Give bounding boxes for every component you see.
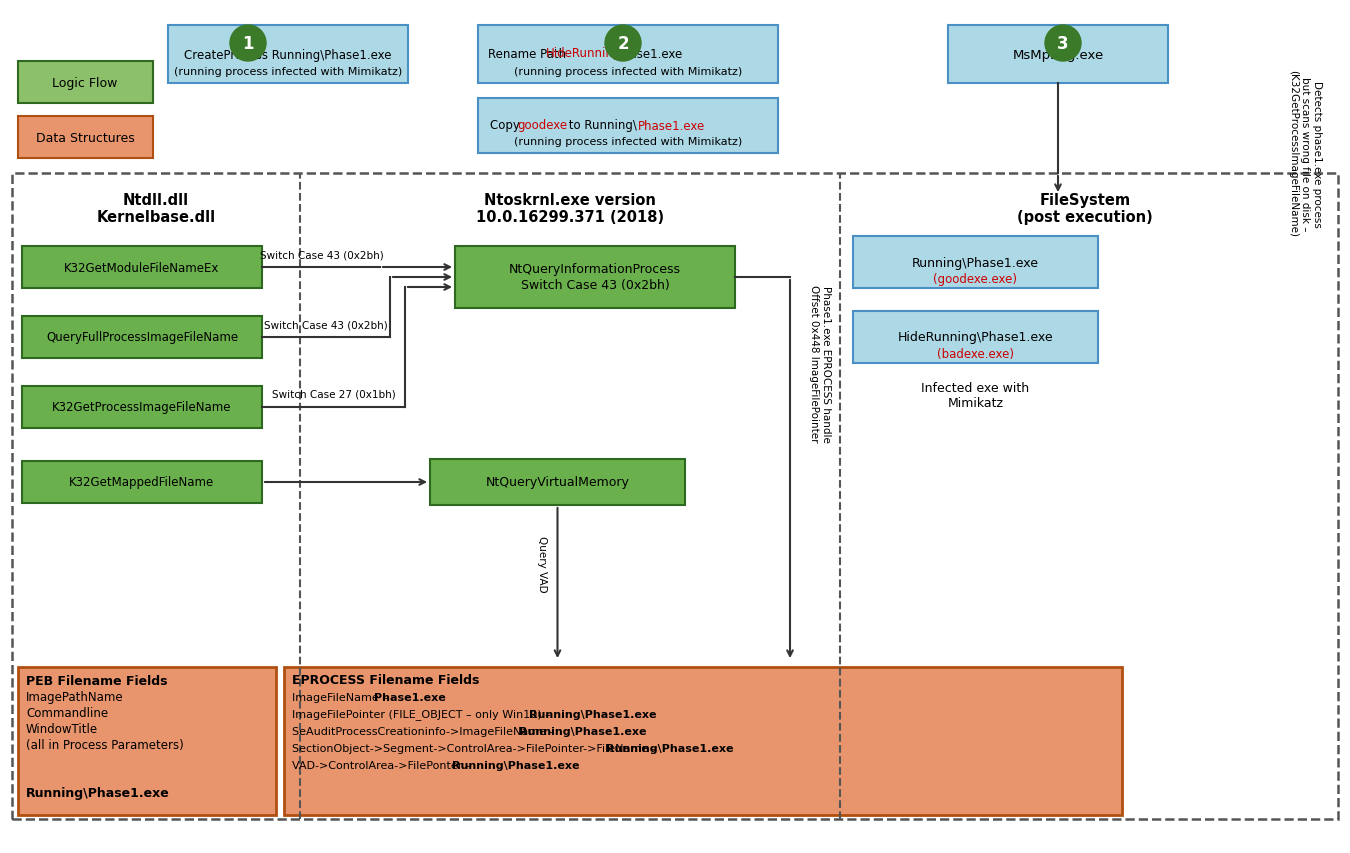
Text: 1: 1 [242,35,254,53]
Text: Query VAD: Query VAD [537,535,547,592]
Text: (running process infected with Mimikatz): (running process infected with Mimikatz) [514,67,743,77]
Text: Ntdll.dll
Kernelbase.dll: Ntdll.dll Kernelbase.dll [96,193,216,225]
Text: Data Structures: Data Structures [35,131,135,144]
Text: goodexe: goodexe [517,119,567,132]
Text: NtQueryVirtualMemory: NtQueryVirtualMemory [486,476,629,489]
Text: Copy: Copy [490,119,524,132]
Text: K32GetProcessImageFileName: K32GetProcessImageFileName [53,401,232,414]
Text: (running process infected with Mimikatz): (running process infected with Mimikatz) [174,67,402,77]
Text: CreateProcess Running\Phase1.exe: CreateProcess Running\Phase1.exe [184,49,392,61]
Bar [18,62,153,104]
Bar [22,247,262,288]
Text: VAD->ControlArea->FilePonter -: VAD->ControlArea->FilePonter - [292,760,474,770]
Text: Switch Case 27 (0x1bh): Switch Case 27 (0x1bh) [273,390,396,399]
Text: ImageFileName –: ImageFileName – [292,692,392,702]
Text: SeAuditProcessCreationinfo->ImageFileName -: SeAuditProcessCreationinfo->ImageFileNam… [292,726,558,736]
Text: (goodexe.exe): (goodexe.exe) [933,273,1018,286]
Text: PEB Filename Fields: PEB Filename Fields [26,675,167,688]
Text: Commandline: Commandline [26,706,108,720]
Text: MsMpEng.exe: MsMpEng.exe [1012,49,1104,61]
Circle shape [1045,26,1081,62]
Bar [431,460,684,506]
Text: Logic Flow: Logic Flow [53,77,117,90]
Bar [478,26,778,84]
Bar [167,26,408,84]
Bar [18,117,153,159]
Bar [12,174,1338,819]
Text: to Running\: to Running\ [566,119,637,132]
Text: Phase1.exe EPROCESS handle
Offset 0x448 ImageFilePointer: Phase1.exe EPROCESS handle Offset 0x448 … [809,285,830,442]
Text: Running\Phase1.exe: Running\Phase1.exe [606,743,733,753]
Text: Switch Case 43 (0x2bh): Switch Case 43 (0x2bh) [521,279,670,293]
Text: QueryFullProcessImageFileName: QueryFullProcessImageFileName [46,331,238,344]
Text: Phase1.exe: Phase1.exe [374,692,446,702]
Text: NtQueryInformationProcess: NtQueryInformationProcess [509,264,680,276]
Text: HideRunning\Phase1.exe: HideRunning\Phase1.exe [898,331,1053,344]
Bar [853,311,1098,363]
Text: Phase1.exe: Phase1.exe [639,119,705,132]
Text: Ntoskrnl.exe version
10.0.16299.371 (2018): Ntoskrnl.exe version 10.0.16299.371 (201… [477,193,664,225]
Text: Switch Case 43 (0x2bh): Switch Case 43 (0x2bh) [261,250,383,259]
Text: 2: 2 [617,35,629,53]
Text: FileSystem
(post execution): FileSystem (post execution) [1017,193,1153,225]
Text: HideRunning: HideRunning [545,48,621,61]
Bar [22,461,262,503]
Text: Running\Phase1.exe: Running\Phase1.exe [529,709,656,719]
Text: Mimikatz: Mimikatz [948,397,1003,410]
Text: (all in Process Parameters): (all in Process Parameters) [26,739,184,751]
Text: ImageFilePointer (FILE_OBJECT – only Win10) –: ImageFilePointer (FILE_OBJECT – only Win… [292,709,555,720]
Text: K32GetMappedFileName: K32GetMappedFileName [69,476,215,489]
Circle shape [605,26,641,62]
Bar [478,99,778,154]
Text: 3: 3 [1057,35,1069,53]
Circle shape [230,26,266,62]
Bar [455,247,734,309]
Text: K32GetModuleFileNameEx: K32GetModuleFileNameEx [65,261,220,274]
Bar [284,667,1122,815]
Bar [18,667,275,815]
Text: EPROCESS Filename Fields: EPROCESS Filename Fields [292,674,479,687]
Bar [948,26,1168,84]
Text: Running\Phase1.exe: Running\Phase1.exe [913,256,1040,270]
Text: \Phase1.exe: \Phase1.exe [612,48,682,61]
Text: ImagePathName: ImagePathName [26,691,124,704]
Text: Running\Phase1.exe: Running\Phase1.exe [452,760,579,770]
Text: Detects phase1.exe process
but scans wrong file on disk –
(K32GetProcessImageFil: Detects phase1.exe process but scans wro… [1288,71,1322,237]
Text: WindowTitle: WindowTitle [26,722,99,735]
Text: Switch Case 43 (0x2bh): Switch Case 43 (0x2bh) [265,320,387,329]
Bar [22,316,262,358]
Bar [22,386,262,428]
Text: Rename Path: Rename Path [487,48,570,61]
Text: (badexe.exe): (badexe.exe) [937,348,1014,361]
Text: (running process infected with Mimikatz): (running process infected with Mimikatz) [514,136,743,147]
Bar [853,237,1098,288]
Text: Infected exe with: Infected exe with [922,382,1030,395]
Text: Running\Phase1.exe: Running\Phase1.exe [26,786,170,799]
Text: Running\Phase1.exe: Running\Phase1.exe [518,726,647,736]
Text: SectionObject->Segment->ControlArea->FilePointer->FileName -: SectionObject->Segment->ControlArea->Fil… [292,743,659,753]
